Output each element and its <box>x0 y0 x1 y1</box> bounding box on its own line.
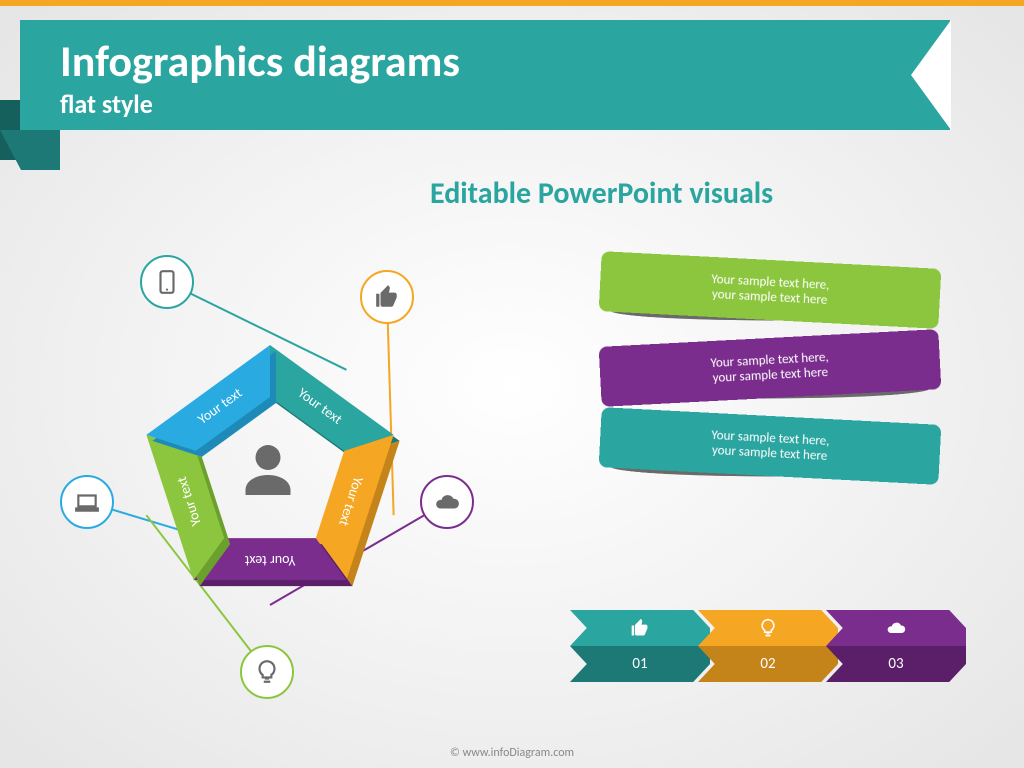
cloud-icon <box>886 618 906 638</box>
title-banner: Infographics diagrams flat style <box>0 20 970 160</box>
arrow-steps: 01 02 03 <box>570 610 990 690</box>
pentagon-segment-0 <box>270 345 394 451</box>
pentagon-diagram: Your textYour textYour textYour textYour… <box>60 265 480 685</box>
cloud-icon <box>420 475 474 529</box>
page-subtitle: Editable PowerPoint visuals <box>430 175 773 212</box>
arrow-top-0 <box>570 610 710 646</box>
person-icon <box>238 440 298 500</box>
pentagon-label-2: Your text <box>244 552 295 569</box>
arrow-step-02: 02 <box>698 610 838 682</box>
arrow-num-2: 03 <box>826 646 966 682</box>
banner-main: Infographics diagrams flat style <box>20 20 950 130</box>
spiral-band-1: Your sample text here,your sample text h… <box>599 329 942 407</box>
thumb-icon <box>360 270 414 324</box>
top-accent-bar <box>0 0 1024 6</box>
arrow-num-1: 02 <box>698 646 838 682</box>
laptop-icon <box>60 475 114 529</box>
spiral-diagram: Your sample text here,your sample text h… <box>570 260 970 540</box>
bulb-icon <box>758 618 778 638</box>
arrow-num-0: 01 <box>570 646 710 682</box>
banner-title: Infographics diagrams <box>60 34 910 88</box>
spiral-band-0: Your sample text here,your sample text h… <box>599 251 942 329</box>
thumb-icon <box>630 618 650 638</box>
arrow-step-01: 01 <box>570 610 710 682</box>
arrow-step-03: 03 <box>826 610 966 682</box>
spiral-band-2: Your sample text here,your sample text h… <box>599 407 942 485</box>
pentagon-segment-4 <box>146 345 270 451</box>
footer-credit: © www.infoDiagram.com <box>0 746 1024 760</box>
arrow-top-1 <box>698 610 838 646</box>
banner-subtitle: flat style <box>60 88 910 120</box>
phone-icon <box>140 255 194 309</box>
bulb-icon <box>240 645 294 699</box>
arrow-top-2 <box>826 610 966 646</box>
